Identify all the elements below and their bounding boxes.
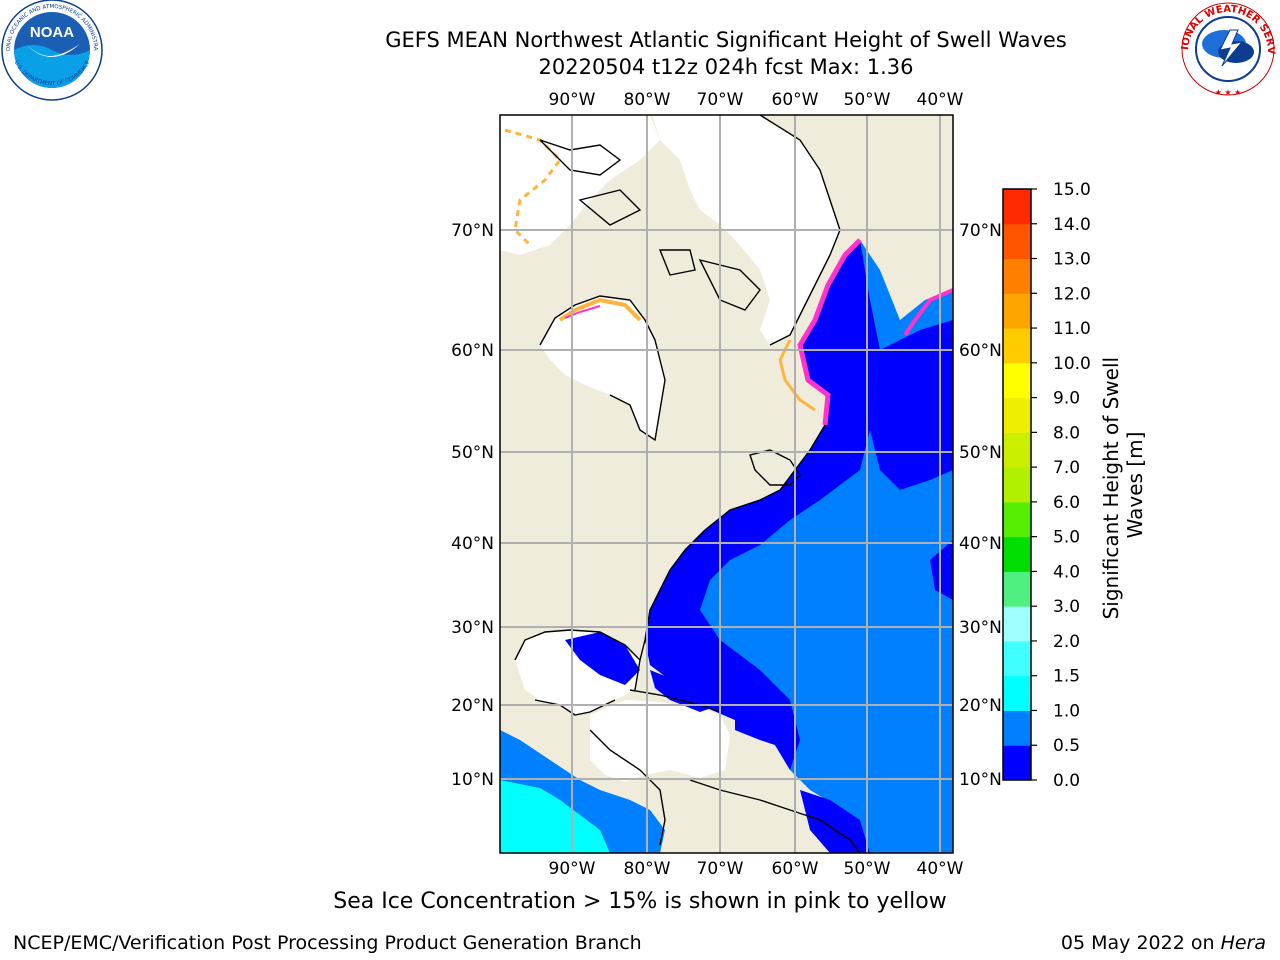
noaa-logo-text: NOAA	[30, 24, 74, 41]
lon-label-top: 40°W	[917, 90, 964, 110]
colorbar: 0.0 0.5 1.0 1.5 2.0 3.0 4.0 5.0 6.0 7.0 8.0 9.0 10.0…	[1002, 180, 1091, 791]
sea-ice-note: Sea Ice Concentration > 15% is shown in …	[333, 889, 947, 914]
colorbar-bin	[1003, 328, 1031, 364]
lat-label-right: 10°N	[959, 770, 1002, 790]
colorbar-bin	[1003, 362, 1031, 399]
lat-label-right: 60°N	[959, 341, 1002, 361]
colorbar-bin	[1003, 501, 1031, 538]
lon-label-bottom: 90°W	[549, 859, 596, 879]
colorbar-tick-label: 4.0	[1053, 562, 1080, 582]
colorbar-tick-label: 9.0	[1053, 389, 1080, 409]
lon-label-bottom: 60°W	[772, 859, 819, 879]
lat-label-right: 70°N	[959, 221, 1002, 241]
lon-label-top: 50°W	[844, 90, 891, 110]
lat-label-left: 20°N	[451, 696, 494, 716]
canadian-archipelago-ice-mask	[500, 115, 660, 255]
colorbar-bin	[1003, 640, 1031, 677]
lon-label-bottom: 50°W	[844, 859, 891, 879]
low-swell-caribbean	[650, 670, 720, 712]
colorbar-bin	[1003, 606, 1031, 642]
colorbar-tick-label: 7.0	[1053, 458, 1080, 478]
lat-label-right: 40°N	[959, 534, 1002, 554]
lat-label-left: 10°N	[451, 770, 494, 790]
lon-label-top: 80°W	[624, 90, 671, 110]
lat-label-left: 30°N	[451, 618, 494, 638]
sea-ice-edge-hudson-pink	[564, 305, 601, 319]
colorbar-tick-label: 14.0	[1053, 215, 1091, 235]
lat-label-right: 20°N	[959, 696, 1002, 716]
low-swell-south	[800, 790, 870, 853]
colorbar-tick-label: 5.0	[1053, 528, 1080, 548]
footer-date-text: 05 May 2022 on	[1060, 932, 1221, 954]
noaa-logo: NOAA NATIONAL OCEANIC AND ATMOSPHERIC AD…	[0, 0, 103, 101]
low-swell-central	[870, 320, 953, 490]
colorbar-bin	[1003, 432, 1031, 468]
colorbar-tick-label: 3.0	[1053, 597, 1080, 617]
colorbar-tick-label: 10.0	[1053, 354, 1091, 374]
lon-label-top: 70°W	[697, 90, 744, 110]
colorbar-label: Significant Height of Swell Waves [m]	[1099, 351, 1147, 620]
lon-label-bottom: 80°W	[624, 859, 671, 879]
lon-label-bottom: 40°W	[917, 859, 964, 879]
footer-machine: Hera	[1220, 932, 1266, 954]
lat-label-right: 50°N	[959, 443, 1002, 463]
colorbar-bin	[1003, 189, 1031, 225]
sea-ice-edge-hudson	[558, 297, 642, 322]
nws-stars: ★ ★ ★	[1215, 88, 1242, 97]
colorbar-tick-label: 1.0	[1053, 701, 1080, 721]
axis-labels: 90°W 90°W 80°W 80°W 70°W 70°W 60°W 60°W 50°W 50°W…	[451, 90, 1002, 879]
lat-label-left: 50°N	[451, 443, 494, 463]
lat-label-left: 60°N	[451, 341, 494, 361]
pacific-ocean-high	[500, 780, 610, 853]
low-swell-gulf	[565, 632, 640, 685]
colorbar-tick-label: 11.0	[1053, 319, 1091, 339]
colorbar-bin	[1003, 571, 1031, 607]
colorbar-tick-label: 2.0	[1053, 632, 1080, 652]
low-swell-coastal	[645, 240, 880, 770]
lon-label-top: 90°W	[549, 90, 596, 110]
colorbar-frame	[1002, 188, 1032, 781]
colorbar-tick-label: 0.5	[1053, 736, 1080, 756]
colorbar-tick-label: 13.0	[1053, 250, 1091, 270]
colorbar-tick-label: 1.5	[1053, 667, 1080, 687]
colorbar-tick-label: 12.0	[1053, 284, 1091, 304]
colorbar-bin	[1003, 710, 1031, 746]
sea-ice-edge-east-greenland	[903, 288, 953, 337]
colorbar-tick-label: 6.0	[1053, 493, 1080, 513]
colorbar-bin	[1003, 223, 1031, 260]
colorbar-bin	[1003, 397, 1031, 433]
colorbar-tick-label: 8.0	[1053, 423, 1080, 443]
nws-logo: NATIONAL WEATHER SERVICE ★ ★ ★	[1176, 0, 1276, 97]
sea-ice-edge-labrador	[797, 238, 862, 426]
lon-label-bottom: 70°W	[697, 859, 744, 879]
colorbar-bin	[1003, 536, 1031, 572]
gridlines	[500, 115, 953, 853]
colorbar-tick-label: 15.0	[1053, 180, 1091, 200]
colorbar-bin	[1003, 745, 1031, 781]
chart-subtitle: 20220504 t12z 024h fcst Max: 1.36	[538, 55, 914, 79]
lon-label-top: 60°W	[772, 90, 819, 110]
map-frame	[499, 114, 954, 854]
map-area	[500, 115, 953, 853]
chart-title: GEFS MEAN Northwest Atlantic Significant…	[385, 28, 1067, 52]
lat-label-left: 70°N	[451, 221, 494, 241]
coastlines	[514, 115, 861, 853]
colorbar-bin	[1003, 675, 1031, 711]
colorbar-bin	[1003, 293, 1031, 329]
lat-label-right: 30°N	[959, 618, 1002, 638]
caribbean-mask	[590, 700, 730, 782]
colorbar-bin	[1003, 258, 1031, 294]
footer-date: 05 May 2022 on Hera	[1061, 932, 1266, 954]
footer-credit: NCEP/EMC/Verification Post Processing Pr…	[13, 932, 642, 954]
low-swell-east	[930, 540, 953, 600]
sea-ice-edge-labrador-outer	[778, 339, 816, 412]
colorbar-bin	[1003, 467, 1031, 503]
colorbar-tick-label: 0.0	[1053, 771, 1080, 791]
lat-label-left: 40°N	[451, 534, 494, 554]
